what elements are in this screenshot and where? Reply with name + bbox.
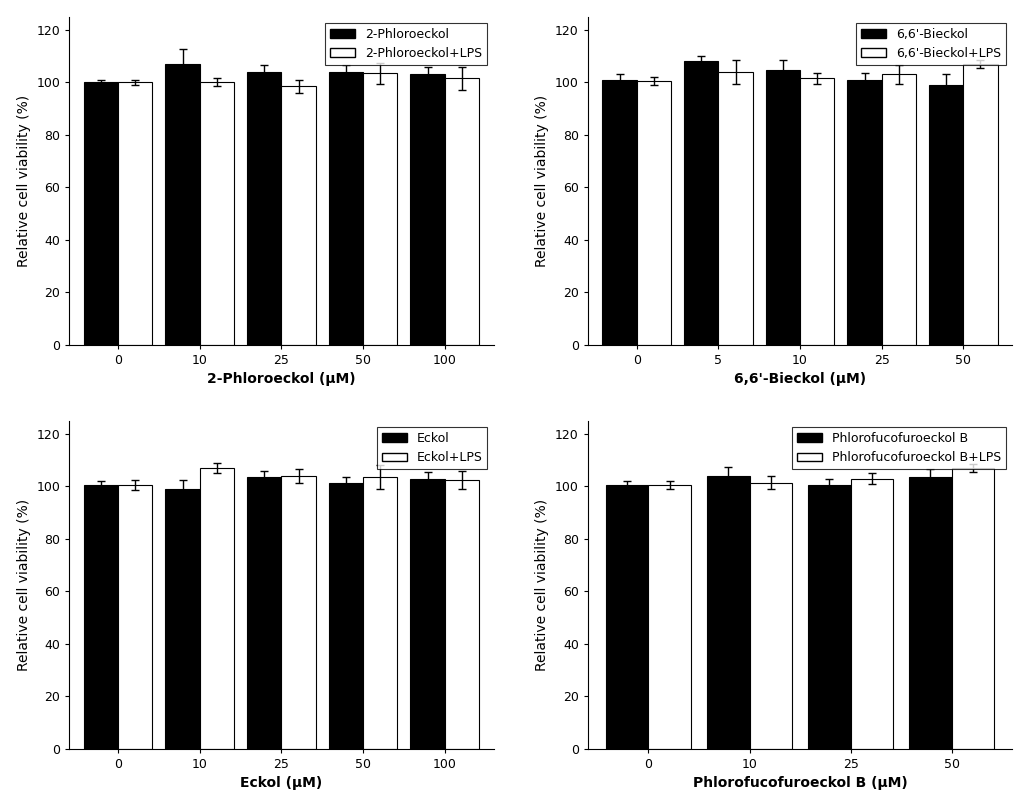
- Bar: [749, 483, 792, 749]
- Bar: [648, 485, 690, 749]
- Bar: [808, 485, 851, 749]
- Bar: [118, 485, 152, 749]
- Bar: [445, 78, 478, 345]
- Y-axis label: Relative cell viability (%): Relative cell viability (%): [535, 499, 549, 671]
- Bar: [718, 72, 752, 345]
- Bar: [328, 483, 363, 749]
- Bar: [445, 480, 478, 749]
- Bar: [166, 64, 200, 345]
- Bar: [929, 85, 963, 345]
- Bar: [603, 80, 637, 345]
- Bar: [118, 82, 152, 345]
- Y-axis label: Relative cell viability (%): Relative cell viability (%): [535, 94, 549, 266]
- Bar: [166, 489, 200, 749]
- Bar: [247, 477, 281, 749]
- X-axis label: 2-Phloroeckol (μM): 2-Phloroeckol (μM): [207, 372, 356, 386]
- Bar: [952, 468, 994, 749]
- Bar: [963, 64, 998, 345]
- Bar: [247, 72, 281, 345]
- Bar: [882, 74, 916, 345]
- Bar: [200, 468, 234, 749]
- Bar: [910, 477, 952, 749]
- Legend: 6,6'-Bieckol, 6,6'-Bieckol+LPS: 6,6'-Bieckol, 6,6'-Bieckol+LPS: [856, 23, 1006, 65]
- Bar: [606, 485, 648, 749]
- Bar: [281, 86, 316, 345]
- Y-axis label: Relative cell viability (%): Relative cell viability (%): [16, 499, 31, 671]
- Bar: [83, 82, 118, 345]
- Legend: Eckol, Eckol+LPS: Eckol, Eckol+LPS: [377, 427, 488, 470]
- Bar: [851, 479, 893, 749]
- Bar: [766, 70, 801, 345]
- Bar: [411, 479, 445, 749]
- Bar: [83, 485, 118, 749]
- Bar: [363, 73, 397, 345]
- Bar: [684, 61, 718, 345]
- Bar: [637, 81, 671, 345]
- Bar: [328, 72, 363, 345]
- Y-axis label: Relative cell viability (%): Relative cell viability (%): [16, 94, 31, 266]
- Bar: [200, 82, 234, 345]
- Bar: [363, 477, 397, 749]
- Bar: [707, 476, 749, 749]
- Legend: 2-Phloroeckol, 2-Phloroeckol+LPS: 2-Phloroeckol, 2-Phloroeckol+LPS: [325, 23, 488, 65]
- Bar: [281, 476, 316, 749]
- X-axis label: 6,6'-Bieckol (μM): 6,6'-Bieckol (μM): [734, 372, 866, 386]
- Bar: [801, 78, 835, 345]
- Bar: [411, 74, 445, 345]
- X-axis label: Eckol (μM): Eckol (μM): [240, 776, 322, 790]
- X-axis label: Phlorofucofuroeckol B (μM): Phlorofucofuroeckol B (μM): [693, 776, 908, 790]
- Legend: Phlorofucofuroeckol B, Phlorofucofuroeckol B+LPS: Phlorofucofuroeckol B, Phlorofucofuroeck…: [792, 427, 1006, 470]
- Bar: [848, 80, 882, 345]
